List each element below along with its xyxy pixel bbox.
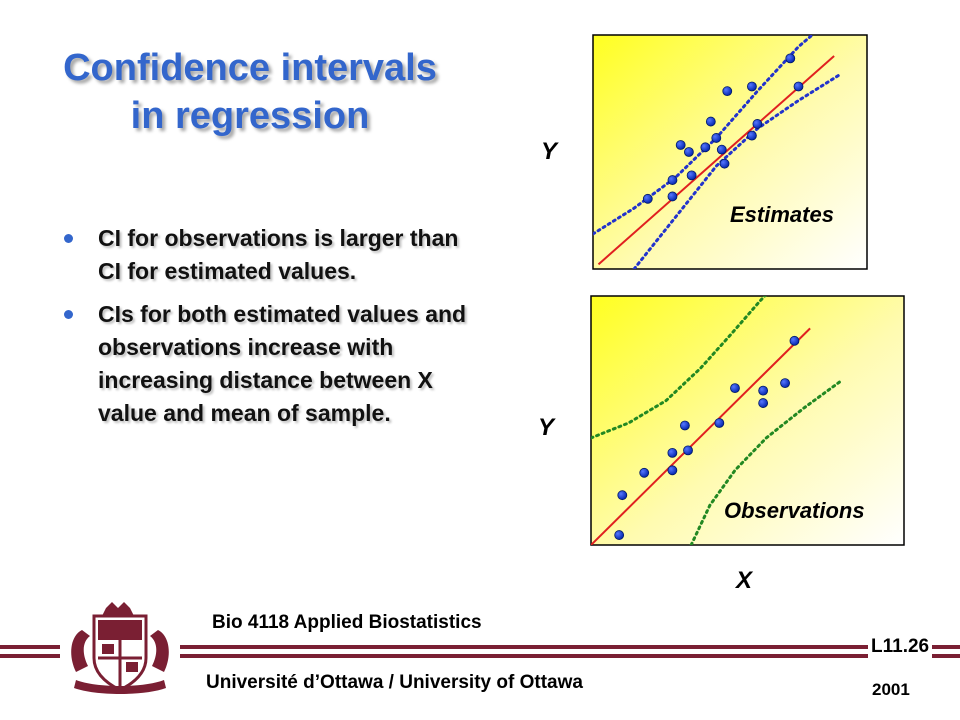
data-point xyxy=(675,140,686,150)
data-point xyxy=(730,383,740,394)
data-point xyxy=(617,490,628,501)
bullet-text: CIs for both estimated values and observ… xyxy=(98,301,467,426)
bullet-item: CIs for both estimated values and observ… xyxy=(62,298,482,430)
data-point xyxy=(683,445,693,456)
estimates-chart: Estimates xyxy=(592,34,868,270)
title-line-1: Confidence intervals xyxy=(63,47,437,89)
data-point xyxy=(752,119,763,129)
lecture-number: L11.26 xyxy=(868,636,933,658)
data-point xyxy=(758,398,769,408)
bullet-dot-icon xyxy=(64,234,73,243)
data-point xyxy=(758,385,769,396)
chart-annotation: Observations xyxy=(724,498,865,523)
title-line-2: in regression xyxy=(130,95,370,137)
plot-area xyxy=(590,295,905,546)
data-point xyxy=(686,170,697,181)
data-point xyxy=(793,81,804,92)
data-point xyxy=(667,175,678,185)
university-name: Université d’Ottawa / University of Otta… xyxy=(206,672,583,693)
y-axis-label-estimates: Y xyxy=(541,138,558,165)
ci-upper-band xyxy=(591,296,767,440)
data-point xyxy=(667,191,678,202)
bullet-item: CI for observations is larger than CI fo… xyxy=(62,222,482,288)
data-point xyxy=(614,530,625,540)
observations-chart: Observations xyxy=(590,295,905,546)
data-point xyxy=(785,53,796,64)
y-axis-label-observations: Y xyxy=(538,414,555,441)
data-point xyxy=(780,378,790,389)
bullet-text: CI for observations is larger than CI fo… xyxy=(98,225,459,284)
plot-content xyxy=(593,35,842,269)
regression-line xyxy=(591,327,811,545)
chart-annotation: Estimates xyxy=(730,202,834,227)
bullet-dot-icon xyxy=(64,310,73,319)
bullet-list: CI for observations is larger than CI fo… xyxy=(62,222,482,440)
data-point xyxy=(639,467,650,478)
data-point xyxy=(711,133,722,143)
data-point xyxy=(667,465,678,476)
data-point xyxy=(684,147,694,157)
x-axis-label: X xyxy=(736,567,753,594)
year: 2001 xyxy=(872,680,910,699)
ci-lower-band xyxy=(689,379,843,545)
footer-bar-bottom xyxy=(0,654,960,658)
data-point xyxy=(722,86,733,97)
plot-content xyxy=(591,296,843,545)
data-point xyxy=(700,142,711,153)
university-crest-logo xyxy=(60,600,180,700)
data-point xyxy=(680,420,690,431)
footer-bar-top xyxy=(0,645,960,649)
data-point xyxy=(714,418,725,428)
data-point xyxy=(716,144,727,155)
data-point xyxy=(667,447,678,458)
course-name: Bio 4118 Applied Biostatistics xyxy=(212,612,482,633)
ci-lower-band xyxy=(632,73,842,269)
slide-title: Confidence intervals in regression xyxy=(20,44,480,140)
data-point xyxy=(719,158,730,169)
data-point xyxy=(789,335,800,346)
data-point xyxy=(747,130,757,141)
data-point xyxy=(705,116,716,127)
regression-line xyxy=(597,55,835,266)
data-point xyxy=(642,193,653,204)
data-point xyxy=(747,81,757,92)
